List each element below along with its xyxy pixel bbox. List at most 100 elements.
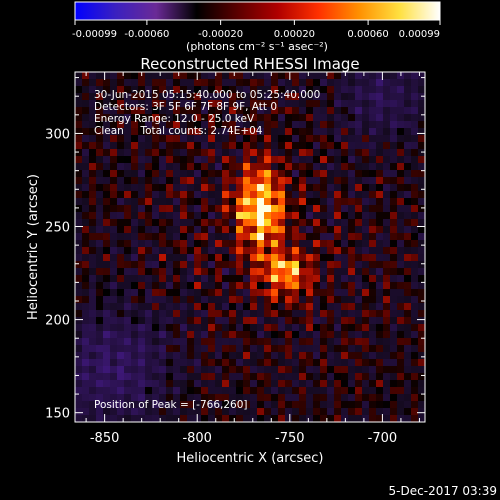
heatmap-cell (103, 373, 111, 381)
heatmap-cell (271, 366, 279, 374)
heatmap-cell (75, 240, 83, 248)
heatmap-cell (243, 387, 251, 395)
heatmap-cell (397, 394, 405, 402)
heatmap-cell (390, 86, 398, 94)
heatmap-cell (229, 198, 237, 206)
heatmap-cell (271, 338, 279, 346)
heatmap-cell (180, 72, 188, 80)
heatmap-cell (138, 191, 146, 199)
heatmap-cell (222, 177, 230, 185)
heatmap-cell (278, 373, 286, 381)
heatmap-cell (411, 387, 419, 395)
heatmap-cell (124, 114, 132, 122)
heatmap-cell (117, 338, 125, 346)
heatmap-cell (138, 121, 146, 129)
heatmap-cell (131, 177, 139, 185)
heatmap-cell (166, 254, 174, 262)
heatmap-cell (110, 170, 118, 178)
heatmap-cell (173, 226, 181, 234)
heatmap-cell (208, 240, 216, 248)
heatmap-cell (166, 324, 174, 332)
heatmap-cell (313, 401, 321, 409)
heatmap-cell (334, 219, 342, 227)
heatmap-cell (208, 380, 216, 388)
heatmap-cell (404, 401, 412, 409)
heatmap-cell (257, 93, 265, 101)
heatmap-cell (166, 191, 174, 199)
heatmap-cell (257, 163, 265, 171)
heatmap-cell (96, 415, 104, 422)
heatmap-cell (96, 219, 104, 227)
heatmap-cell (411, 219, 419, 227)
heatmap-cell (166, 184, 174, 192)
heatmap-cell (278, 394, 286, 402)
heatmap-cell (243, 128, 251, 136)
heatmap-cell (180, 93, 188, 101)
heatmap-cell (152, 191, 160, 199)
heatmap-cell (159, 387, 167, 395)
heatmap-cell (75, 366, 83, 374)
heatmap-cell (404, 408, 412, 416)
heatmap-cell (173, 373, 181, 381)
heatmap-cell (180, 135, 188, 143)
heatmap-cell (159, 373, 167, 381)
heatmap-cell (159, 219, 167, 227)
heatmap-cell (306, 275, 314, 283)
heatmap-cell (411, 394, 419, 402)
heatmap-cell (362, 219, 370, 227)
heatmap-cell (75, 72, 83, 80)
heatmap-cell (82, 394, 90, 402)
heatmap-cell (418, 317, 425, 325)
heatmap-cell (292, 177, 300, 185)
heatmap-cell (285, 317, 293, 325)
heatmap-cell (173, 303, 181, 311)
heatmap-cell (194, 366, 202, 374)
heatmap-cell (278, 324, 286, 332)
heatmap-cell (131, 163, 139, 171)
heatmap-cell (418, 366, 425, 374)
heatmap-cell (236, 373, 244, 381)
heatmap-cell (404, 415, 412, 422)
heatmap-cell (236, 345, 244, 353)
heatmap-cell (131, 233, 139, 241)
heatmap-cell (208, 93, 216, 101)
heatmap-cell (75, 86, 83, 94)
heatmap-cell (103, 310, 111, 318)
heatmap-cell (194, 114, 202, 122)
heatmap-cell (215, 380, 223, 388)
heatmap-cell (131, 170, 139, 178)
heatmap-cell (173, 296, 181, 304)
heatmap-cell (285, 107, 293, 115)
heatmap-cell (250, 226, 258, 234)
heatmap-cell (187, 268, 195, 276)
heatmap-cell (313, 268, 321, 276)
heatmap-cell (222, 163, 230, 171)
heatmap-cell (313, 324, 321, 332)
heatmap-cell (397, 240, 405, 248)
heatmap-cell (229, 100, 237, 108)
heatmap-cell (138, 408, 146, 416)
heatmap-cell (278, 149, 286, 157)
heatmap-cell (397, 93, 405, 101)
heatmap-cell (334, 226, 342, 234)
heatmap-cell (82, 121, 90, 129)
heatmap-cell (236, 282, 244, 290)
heatmap-cell (124, 72, 132, 80)
heatmap-cell (82, 198, 90, 206)
heatmap-cell (341, 261, 349, 269)
heatmap-cell (341, 366, 349, 374)
heatmap-cell (103, 338, 111, 346)
heatmap-cell (96, 86, 104, 94)
heatmap-cell (376, 135, 384, 143)
heatmap-cell (215, 170, 223, 178)
heatmap-cell (383, 149, 391, 157)
heatmap-cell (103, 149, 111, 157)
heatmap-cell (411, 401, 419, 409)
heatmap-cell (397, 121, 405, 129)
heatmap-cell (341, 408, 349, 416)
heatmap-cell (348, 289, 356, 297)
heatmap-cell (313, 415, 321, 422)
heatmap-cell (418, 268, 425, 276)
heatmap-cell (208, 170, 216, 178)
